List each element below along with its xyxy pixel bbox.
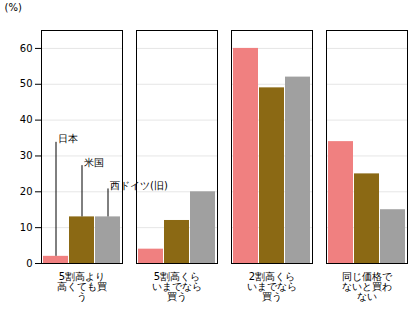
svg-text:40: 40 xyxy=(20,114,33,125)
svg-text:10: 10 xyxy=(20,222,33,233)
svg-text:60: 60 xyxy=(20,43,33,54)
svg-text:5割高より高くても買う: 5割高より高くても買う xyxy=(57,271,107,302)
svg-text:50: 50 xyxy=(20,78,33,89)
svg-text:2割高くらいまでなら買う: 2割高くらいまでなら買う xyxy=(247,271,297,302)
svg-text:同じ価格でないと買わない: 同じ価格でないと買わない xyxy=(342,271,393,302)
svg-text:30: 30 xyxy=(20,150,33,161)
svg-text:日本: 日本 xyxy=(58,133,78,144)
svg-text:0: 0 xyxy=(26,258,32,269)
svg-text:20: 20 xyxy=(20,186,33,197)
svg-text:(%): (%) xyxy=(5,2,22,13)
svg-text:西ドイツ(旧): 西ドイツ(旧) xyxy=(110,180,168,191)
svg-text:米国: 米国 xyxy=(84,157,104,168)
svg-text:5割高くらいまでなら買う: 5割高くらいまでなら買う xyxy=(152,271,202,302)
